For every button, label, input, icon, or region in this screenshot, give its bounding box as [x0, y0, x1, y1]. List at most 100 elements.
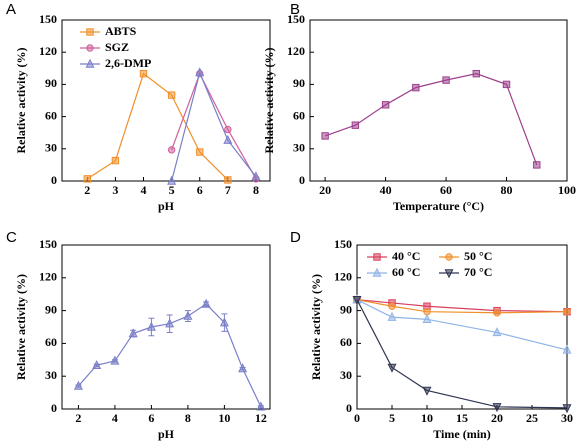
legend-label: 70 °C [464, 265, 492, 279]
x-tick-label: 6 [148, 411, 154, 425]
y-tick-label: 150 [334, 237, 352, 251]
marker [492, 327, 502, 337]
marker [146, 321, 156, 331]
y-tick-label: 30 [45, 368, 57, 382]
legend-marker [373, 253, 381, 261]
x-tick-label: 2 [84, 183, 90, 197]
marker [387, 311, 397, 321]
legend-marker [85, 58, 95, 68]
marker [223, 134, 233, 144]
x-tick-label: 30 [561, 411, 573, 425]
y-tick-label: 0 [51, 173, 57, 187]
x-tick-label: 40 [380, 183, 392, 197]
y-tick-label: 150 [39, 237, 57, 251]
y-tick-label: 60 [45, 335, 57, 349]
y-tick-label: 60 [45, 108, 57, 122]
y-tick-label: 60 [293, 108, 305, 122]
marker [238, 363, 248, 373]
x-tick-label: 20 [491, 411, 503, 425]
y-tick-label: 30 [45, 141, 57, 155]
legend-label: 40 °C [392, 249, 420, 263]
marker [251, 171, 261, 181]
panel-letter: A [6, 1, 16, 18]
marker [73, 380, 83, 390]
y-tick-label: 90 [45, 302, 57, 316]
marker [422, 314, 432, 324]
marker [388, 302, 396, 310]
x-tick-label: 10 [218, 411, 230, 425]
y-axis-label: Relative activity (%) [309, 274, 323, 380]
x-tick-label: 6 [197, 183, 203, 197]
x-tick-label: 100 [558, 183, 576, 197]
plot-frame [309, 19, 568, 182]
y-tick-label: 60 [340, 335, 352, 349]
legend-label: ABTS [105, 24, 137, 38]
legend-label: 60 °C [392, 265, 420, 279]
marker [110, 355, 120, 365]
x-axis-label: Temperature (°C) [393, 199, 484, 213]
marker [563, 307, 571, 316]
marker [201, 298, 211, 308]
legend-marker [445, 253, 453, 261]
y-axis-label: Relative activity (%) [14, 274, 28, 380]
marker [351, 121, 360, 129]
legend-marker [444, 269, 454, 279]
y-tick-label: 30 [340, 368, 352, 382]
panel-letter: C [6, 229, 17, 246]
x-axis-label: pH [158, 427, 175, 441]
marker [165, 318, 175, 328]
data-line [324, 73, 538, 166]
x-tick-label: 12 [255, 411, 267, 425]
marker [562, 404, 572, 414]
y-tick-label: 120 [39, 270, 57, 284]
marker [195, 67, 205, 77]
x-tick-label: 0 [354, 411, 360, 425]
marker [224, 176, 232, 184]
x-tick-label: 5 [389, 411, 395, 425]
y-tick-label: 30 [293, 141, 305, 155]
marker [352, 295, 362, 305]
x-tick-label: 4 [112, 411, 118, 425]
marker [256, 401, 266, 411]
marker [111, 156, 120, 165]
data-line [171, 70, 257, 182]
legend-marker [372, 267, 382, 277]
y-tick-label: 0 [346, 401, 352, 415]
marker [167, 146, 176, 154]
x-tick-label: 15 [456, 411, 468, 425]
x-tick-label: 2 [75, 411, 81, 425]
y-tick-label: 150 [287, 12, 305, 26]
x-tick-label: 25 [526, 411, 538, 425]
x-tick-label: 80 [501, 183, 513, 197]
x-tick-label: 10 [421, 411, 433, 425]
x-tick-label: 60 [440, 183, 452, 197]
y-tick-label: 90 [45, 76, 57, 90]
y-tick-label: 120 [39, 44, 57, 58]
legend-label: SGZ [105, 40, 129, 54]
plot-frame [61, 244, 271, 410]
legend-label: 50 °C [464, 249, 492, 263]
marker [502, 80, 511, 89]
data-line [86, 72, 229, 181]
marker [442, 76, 450, 84]
legend-label: 2,6-DMP [105, 56, 151, 70]
y-tick-label: 90 [293, 76, 305, 90]
y-tick-label: 120 [287, 44, 305, 58]
x-tick-label: 8 [253, 183, 259, 197]
marker [423, 307, 431, 316]
panel-letter: B [290, 1, 300, 18]
x-tick-label: 5 [169, 183, 175, 197]
marker [219, 317, 229, 327]
marker [167, 91, 176, 99]
marker [128, 328, 138, 338]
legend-marker [86, 44, 94, 52]
y-tick-label: 0 [299, 173, 305, 187]
marker [381, 101, 390, 109]
marker [493, 309, 501, 317]
marker [422, 386, 432, 396]
marker [224, 125, 232, 134]
x-tick-label: 4 [141, 183, 147, 197]
legend-marker [86, 28, 94, 36]
y-axis-label: Relative activity (%) [14, 48, 28, 154]
y-axis-label: Relative activity (%) [262, 48, 276, 154]
